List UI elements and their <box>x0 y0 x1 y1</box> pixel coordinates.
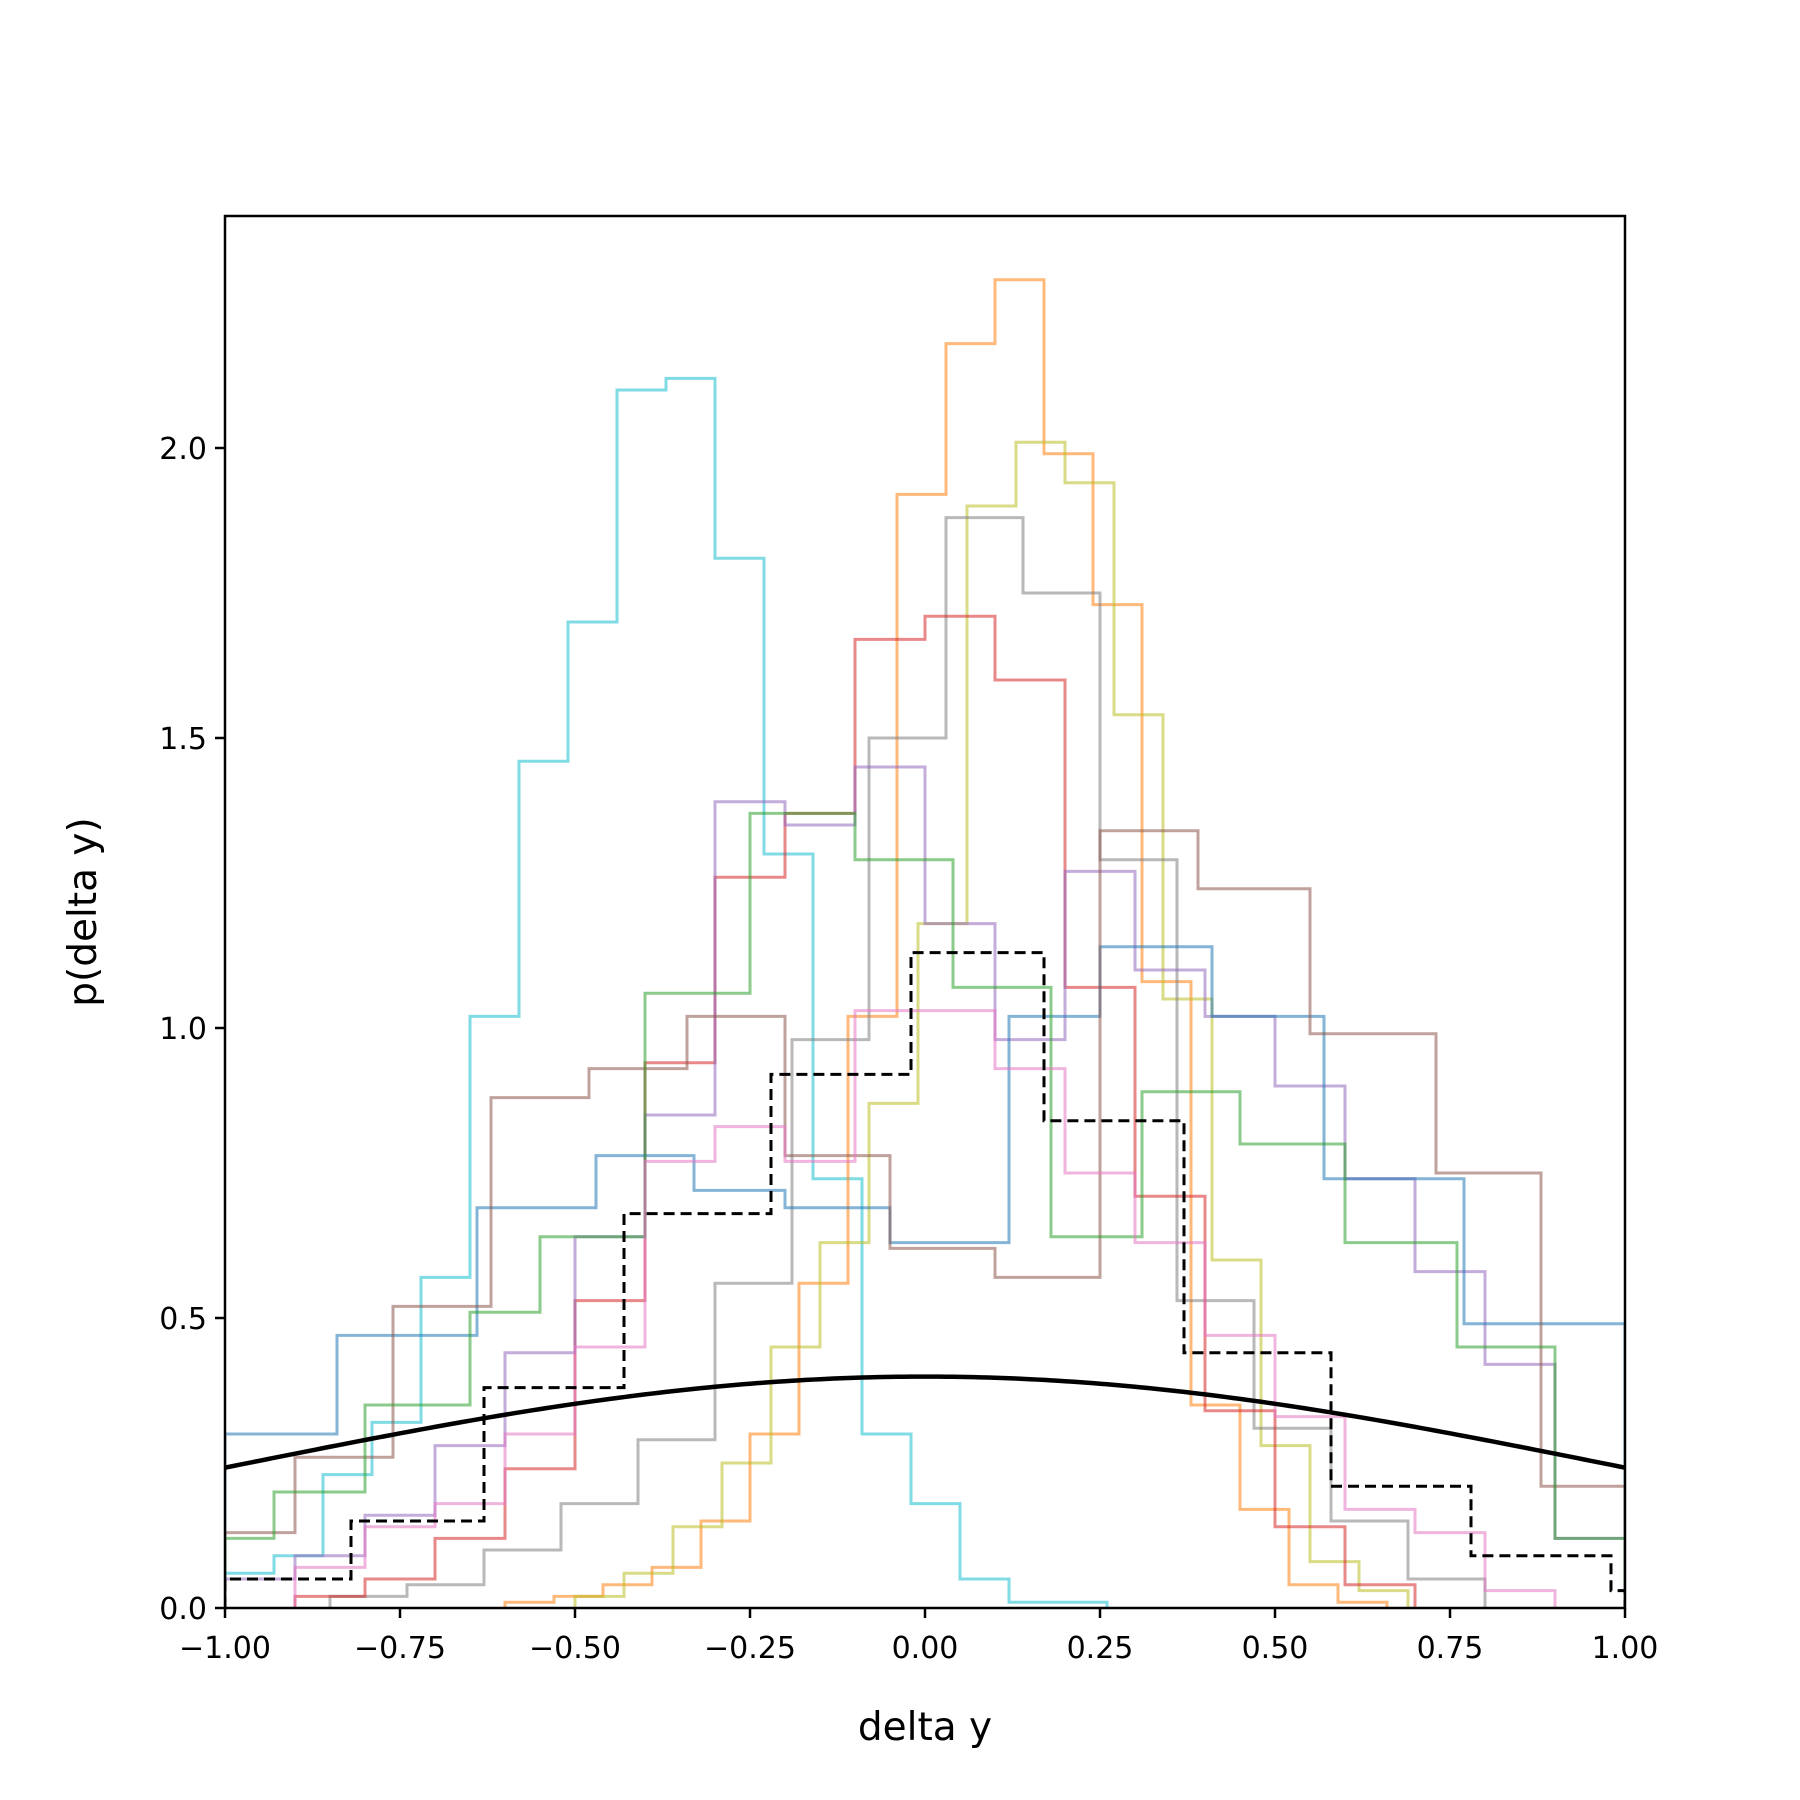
x-tick-label: 0.25 <box>1067 1631 1134 1666</box>
histogram-series-3 <box>328 516 1487 1608</box>
histogram-series-0 <box>225 376 1109 1608</box>
x-tick-label: 1.00 <box>1592 1631 1659 1666</box>
histogram-series-9 <box>293 1009 1557 1608</box>
histogram-series-5 <box>225 765 1625 1608</box>
x-axis-label: delta y <box>858 1705 992 1750</box>
x-tick-label: 0.00 <box>892 1631 959 1666</box>
x-tick-label: 0.50 <box>1242 1631 1309 1666</box>
x-tick-label: −1.00 <box>179 1631 271 1666</box>
y-tick-label: 0.0 <box>159 1592 207 1627</box>
x-tick-label: −0.25 <box>704 1631 796 1666</box>
x-axis: −1.00 −0.75 −0.50 −0.25 0.00 0.25 0.50 0.75 1.00 <box>179 1608 1658 1666</box>
histogram-series-2 <box>573 440 1410 1608</box>
histogram-series-7 <box>225 829 1625 1608</box>
y-tick-label: 0.5 <box>159 1302 207 1337</box>
histogram-series-8 <box>225 811 1625 1608</box>
x-tick-label: −0.75 <box>354 1631 446 1666</box>
x-tick-label: 0.75 <box>1417 1631 1484 1666</box>
normal-pdf-curve <box>225 1374 1625 1470</box>
histogram-series-1 <box>503 278 1389 1608</box>
histogram-series-4 <box>293 614 1417 1608</box>
y-tick-label: 2.0 <box>159 432 207 467</box>
series-layer <box>225 278 1625 1608</box>
y-tick-label: 1.5 <box>159 722 207 757</box>
y-axis-label: p(delta y) <box>61 817 106 1006</box>
dashed-histogram <box>225 951 1625 1608</box>
x-tick-label: −0.50 <box>529 1631 621 1666</box>
y-axis: 0.0 0.5 1.0 1.5 2.0 <box>159 432 225 1627</box>
y-tick-label: 1.0 <box>159 1012 207 1047</box>
